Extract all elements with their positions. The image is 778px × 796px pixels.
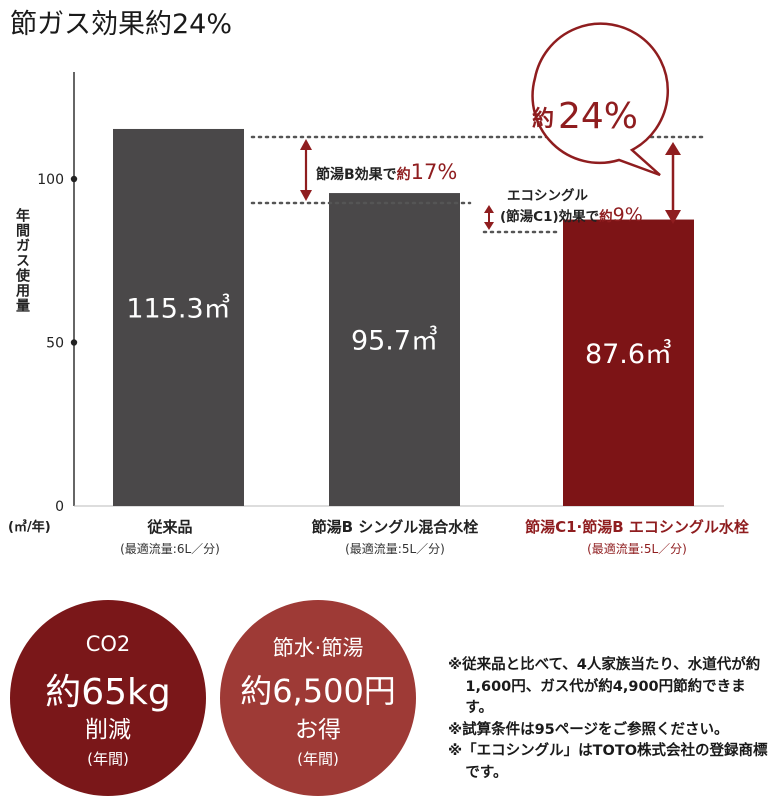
bar: [563, 219, 694, 506]
footnote: ※従来品と比べて、4人家族当たり、水道代が約1,600円、ガス代が約4,900円…: [448, 657, 761, 716]
percent-bubble: 約 24%: [531, 22, 670, 177]
x-category-label: 従来品: [146, 518, 192, 536]
footnote: ※「エコシングル」はTOTO株式会社の登録商標です。: [448, 743, 768, 781]
water-amount: 約6,500円: [240, 672, 396, 710]
bar: [113, 128, 244, 506]
water-year: (年間): [297, 750, 339, 768]
water-sub: お得: [295, 717, 341, 743]
water-label: 節水·節湯: [272, 636, 364, 660]
diff-c1-line1: エコシングル: [507, 187, 588, 204]
y-axis-label: 年間ガス使用量: [14, 207, 31, 313]
diff-arrow-17: [300, 139, 312, 201]
x-category-label: 節湯B シングル混合水栓: [312, 518, 479, 536]
y-tick-mark: [70, 175, 78, 183]
x-category-label: 節湯C1·節湯B エコシングル水栓: [525, 518, 749, 536]
bar-value-label: 95.7㎥: [351, 326, 438, 357]
diff-b-label: 節湯B効果で約17%: [316, 160, 457, 184]
x-subcategory-label: (最適流量:5L／分): [345, 541, 445, 556]
co2-year: (年間): [87, 750, 129, 768]
x-subcategory-label: (最適流量:6L／分): [120, 541, 220, 556]
y-tick-label: 100: [37, 172, 64, 188]
y-tick-label: 50: [46, 336, 64, 352]
bar-value-label: 115.3㎥: [126, 293, 230, 324]
svg-text:24%: 24%: [558, 96, 638, 137]
footnote: ※試算条件は95ページをご参照ください。: [448, 721, 729, 738]
page-title: 節ガス効果約24%: [10, 9, 233, 40]
x-subcategory-label: (最適流量:5L／分): [587, 541, 687, 556]
svg-text:約: 約: [532, 106, 554, 132]
bar: [329, 193, 460, 506]
unit-label: (㎥/年): [8, 519, 51, 535]
y-tick-label: 0: [55, 499, 64, 515]
diff-arrow-9: [484, 205, 494, 230]
co2-label: CO2: [85, 632, 131, 656]
co2-reduction-circle: CO2 約65kg 削減 (年間): [10, 600, 206, 796]
water-saving-circle: 節水·節湯 約6,500円 お得 (年間): [220, 600, 416, 796]
diff-c1-line2: (節湯C1)効果で約9%: [500, 204, 643, 226]
footnotes: ※従来品と比べて、4人家族当たり、水道代が約1,600円、ガス代が約4,900円…: [448, 655, 773, 784]
diff-arrow-24: [665, 142, 681, 224]
bar-value-label: 87.6㎥: [585, 339, 672, 370]
co2-sub: 削減: [85, 717, 131, 743]
co2-amount: 約65kg: [45, 672, 171, 713]
y-tick-mark: [70, 339, 78, 346]
